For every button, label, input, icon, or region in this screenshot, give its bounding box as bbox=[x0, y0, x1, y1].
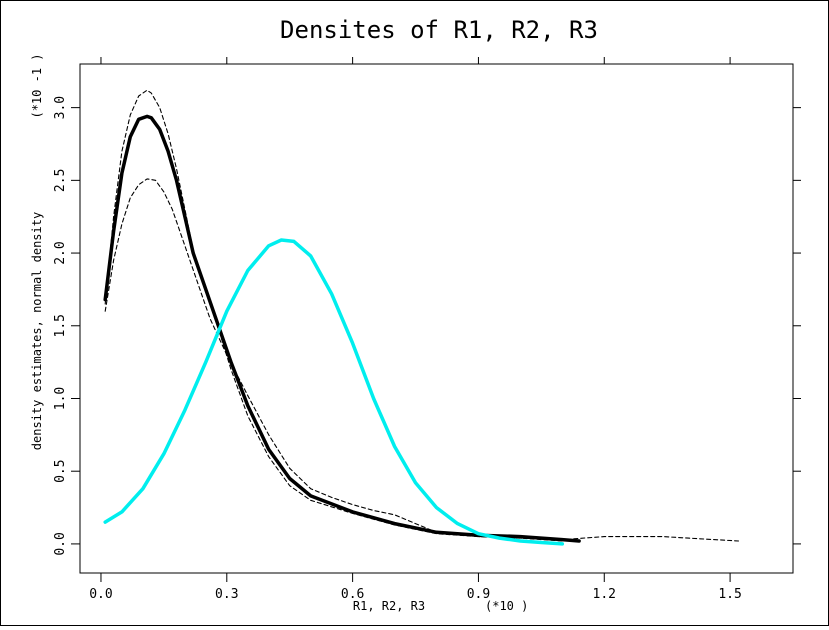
x-axis-label-group: R1, R2, R3 (*10 ) bbox=[353, 599, 528, 613]
series-layer bbox=[103, 89, 740, 546]
chart-title: Densites of R1, R2, R3 bbox=[280, 16, 598, 44]
x-axis-unit: (*10 ) bbox=[485, 599, 528, 613]
x-tick-label: 1.2 bbox=[593, 587, 616, 602]
series-line-4 bbox=[103, 238, 565, 546]
y-tick-label: 2.5 bbox=[53, 169, 68, 192]
y-axis-label: density estimates, normal density bbox=[30, 212, 44, 450]
y-tick-label: 0.5 bbox=[53, 459, 68, 482]
x-tick-label: 0.6 bbox=[341, 587, 364, 602]
x-tick-label: 1.5 bbox=[718, 587, 741, 602]
x-tick-label: 0.0 bbox=[89, 587, 112, 602]
y-axis-unit: (*10 -1 ) bbox=[30, 53, 44, 118]
x-tick-label: 0.3 bbox=[215, 587, 238, 602]
y-tick-label: 0.0 bbox=[53, 532, 68, 555]
series-line-2 bbox=[104, 89, 563, 542]
plot-frame bbox=[79, 63, 794, 574]
x-axis-label: R1, R2, R3 bbox=[353, 599, 425, 613]
series-line-3 bbox=[104, 178, 740, 542]
series-line-1 bbox=[103, 114, 581, 543]
y-tick-label: 3.0 bbox=[53, 96, 68, 119]
y-tick-label: 1.0 bbox=[53, 387, 68, 410]
y-tick-label: 1.5 bbox=[53, 314, 68, 337]
y-tick-label: 2.0 bbox=[53, 241, 68, 264]
y-axis-ticks: 0.0 0.5 1.0 1.5 2.0 2.5 3.0 bbox=[53, 96, 801, 556]
x-tick-label: 0.9 bbox=[467, 587, 490, 602]
x-axis-ticks: 0.0 0.3 0.6 0.9 1.2 1.5 bbox=[89, 57, 742, 602]
